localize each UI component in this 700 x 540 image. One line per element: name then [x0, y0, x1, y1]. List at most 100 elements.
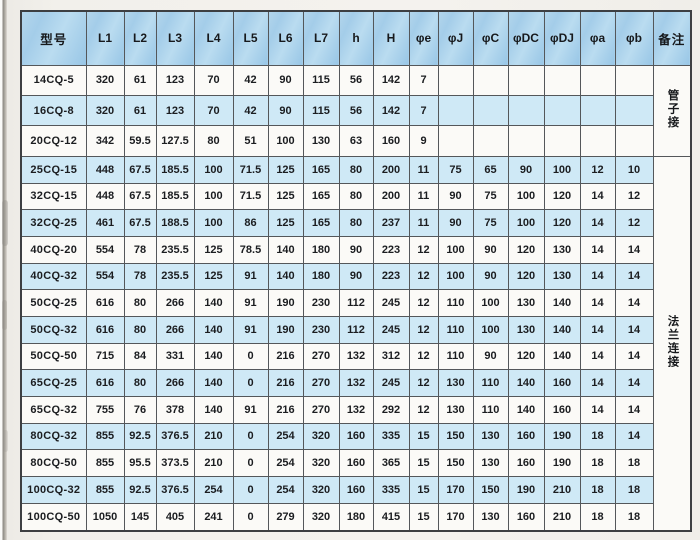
remark-cell: 管子接 — [652, 64, 692, 157]
value-cell: 120 — [507, 262, 545, 291]
value-cell: 245 — [372, 315, 410, 344]
column-header-L5: L5 — [232, 10, 269, 66]
value-cell: 100 — [193, 155, 234, 184]
value-cell: 254 — [267, 475, 304, 504]
value-cell: 130 — [302, 125, 340, 157]
value-cell: 78 — [123, 262, 157, 291]
value-cell: 14 — [579, 182, 616, 211]
value-cell: 42 — [232, 64, 269, 96]
value-cell: 91 — [232, 289, 269, 317]
value-cell: 59.5 — [123, 125, 157, 157]
table-row: 65CQ-25 616 80 266 140 0 216 270 132 245 12 130 110 1… — [20, 369, 691, 397]
value-cell — [507, 125, 545, 157]
value-cell: 14 — [614, 395, 654, 424]
value-cell: 279 — [267, 502, 304, 532]
value-cell: 292 — [372, 395, 410, 424]
remark-vertical-text: 管子接 — [666, 88, 679, 130]
value-cell: 190 — [267, 315, 304, 344]
value-cell: 86 — [232, 209, 269, 237]
value-cell: 80 — [338, 182, 374, 211]
value-cell: 855 — [85, 475, 125, 504]
value-cell: 320 — [302, 475, 340, 504]
value-cell: 90 — [437, 182, 474, 211]
value-cell: 210 — [193, 422, 234, 451]
value-cell: 12 — [408, 342, 439, 371]
value-cell: 14 — [614, 289, 654, 317]
scan-smudge — [2, 200, 8, 246]
value-cell: 1050 — [85, 502, 125, 532]
value-cell: 130 — [472, 422, 509, 451]
table-body: 14CQ-5 320 61 123 70 42 90 115 56 142 7 管子接 16CQ-8 32… — [20, 64, 692, 532]
value-cell — [437, 94, 474, 127]
value-cell: 75 — [472, 209, 509, 237]
value-cell: 210 — [193, 449, 234, 477]
model-cell: 32CQ-25 — [20, 209, 87, 237]
value-cell: 266 — [155, 289, 195, 317]
value-cell: 616 — [85, 369, 125, 397]
value-cell: 140 — [267, 262, 304, 291]
value-cell: 235.5 — [155, 235, 195, 264]
value-cell: 210 — [543, 475, 581, 504]
value-cell: 170 — [437, 502, 474, 532]
value-cell: 616 — [85, 289, 125, 317]
model-cell: 80CQ-32 — [20, 422, 87, 451]
value-cell: 90 — [338, 235, 374, 264]
scan-smudge — [2, 300, 7, 330]
value-cell: 100 — [543, 155, 581, 184]
value-cell: 140 — [543, 289, 581, 317]
table-row: 65CQ-32 755 76 378 140 91 216 270 132 292 12 130 110… — [20, 395, 691, 424]
value-cell: 160 — [507, 502, 545, 532]
table-row: 32CQ-15 448 67.5 185.5 100 71.5 125 165 80 200 11 9… — [20, 182, 691, 211]
value-cell: 123 — [155, 64, 195, 96]
value-cell: 190 — [507, 475, 545, 504]
value-cell: 80 — [123, 315, 157, 344]
value-cell: 216 — [267, 369, 304, 397]
value-cell: 170 — [437, 475, 474, 504]
value-cell: 230 — [302, 315, 340, 344]
table-row: 50CQ-25 616 80 266 140 91 190 230 112 245 12 110 100… — [20, 289, 691, 317]
value-cell: 12 — [408, 315, 439, 344]
value-cell: 373.5 — [155, 449, 195, 477]
value-cell: 448 — [85, 155, 125, 184]
value-cell: 320 — [302, 422, 340, 451]
column-header-L7: L7 — [302, 10, 340, 66]
value-cell — [579, 94, 616, 127]
value-cell: 130 — [472, 449, 509, 477]
column-header-φC: φC — [472, 10, 509, 66]
value-cell: 190 — [267, 289, 304, 317]
value-cell: 223 — [372, 235, 410, 264]
value-cell: 142 — [372, 64, 410, 96]
model-cell: 50CQ-25 — [20, 289, 87, 317]
value-cell: 180 — [302, 262, 340, 291]
value-cell: 132 — [338, 395, 374, 424]
value-cell: 165 — [302, 182, 340, 211]
value-cell: 10 — [614, 155, 654, 184]
table-row: 32CQ-25 461 67.5 188.5 100 86 125 165 80 237 11 90 7… — [20, 209, 691, 237]
column-header-φe: φe — [408, 10, 439, 66]
value-cell: 130 — [507, 289, 545, 317]
value-cell: 100 — [507, 209, 545, 237]
value-cell: 12 — [408, 395, 439, 424]
value-cell: 190 — [543, 449, 581, 477]
value-cell: 56 — [338, 64, 374, 96]
table-row: 25CQ-15 448 67.5 185.5 100 71.5 125 165 80 200 11 7… — [20, 155, 692, 532]
value-cell: 42 — [232, 94, 269, 127]
value-cell: 18 — [614, 502, 654, 532]
value-cell: 331 — [155, 342, 195, 371]
value-cell: 14 — [614, 342, 654, 371]
value-cell: 160 — [338, 422, 374, 451]
value-cell: 125 — [267, 155, 304, 184]
column-header-φb: φb — [614, 10, 654, 66]
value-cell: 14 — [579, 342, 616, 371]
value-cell: 0 — [232, 475, 269, 504]
column-header-L1: L1 — [85, 10, 125, 66]
value-cell: 100 — [507, 182, 545, 211]
value-cell: 320 — [302, 502, 340, 532]
value-cell: 11 — [408, 155, 439, 184]
value-cell: 90 — [267, 94, 304, 127]
value-cell: 0 — [232, 502, 269, 532]
value-cell: 100 — [193, 182, 234, 211]
value-cell: 110 — [472, 369, 509, 397]
value-cell — [614, 64, 654, 96]
